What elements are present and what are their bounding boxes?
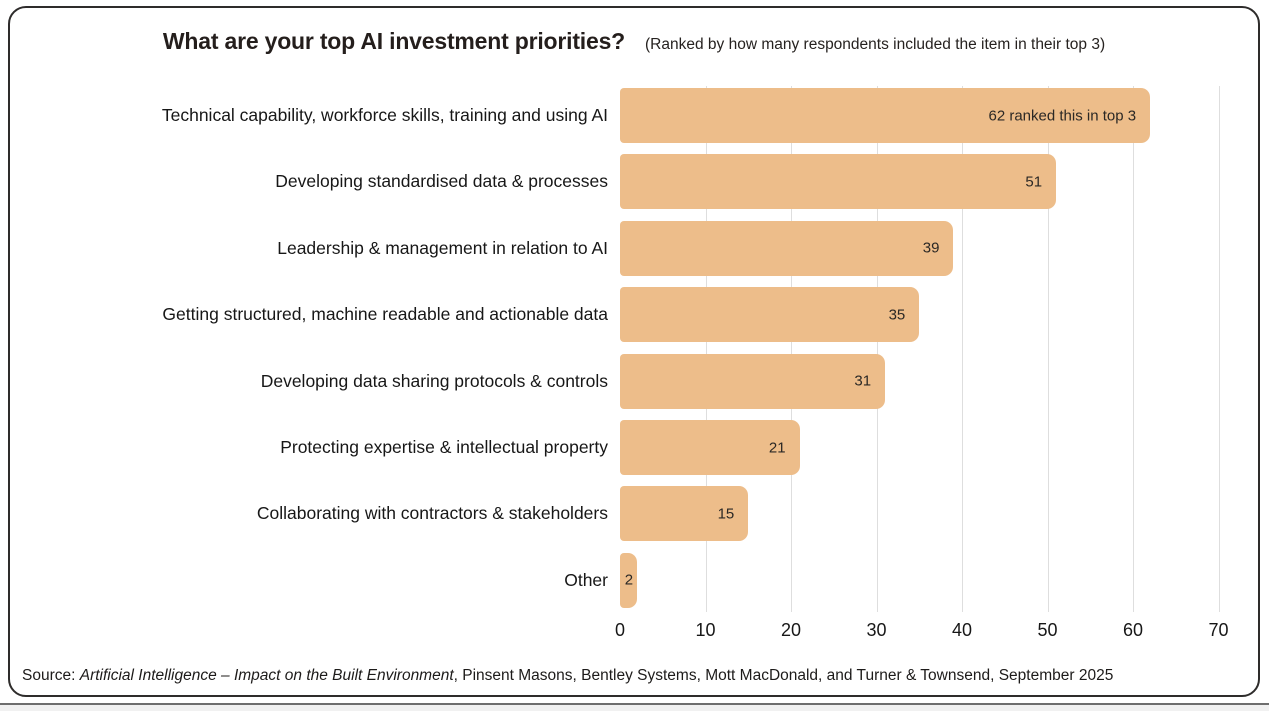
- source-prefix: Source:: [22, 667, 80, 684]
- bar: 39: [620, 220, 954, 276]
- bar-value-label: 35: [888, 306, 906, 324]
- bar: 15: [620, 486, 749, 542]
- category-label: Developing standardised data & processes: [275, 171, 608, 192]
- category-label: Collaborating with contractors & stakeho…: [256, 503, 608, 524]
- chart-row: Other 2: [10, 552, 1258, 608]
- x-axis-tick-label: 70: [1208, 620, 1229, 640]
- gridline: [1218, 86, 1220, 612]
- category-label: Technical capability, workforce skills, …: [161, 105, 608, 125]
- x-axis-tick-label: 30: [866, 620, 887, 640]
- bar-chart: Technical capability, workforce skills, …: [10, 8, 1258, 695]
- bottom-divider: [0, 703, 1269, 711]
- bar: 31: [620, 353, 886, 409]
- chart-row: Getting structured, machine readable and…: [10, 287, 1258, 343]
- category-label: Other: [564, 569, 608, 590]
- category-label: Leadership & management in relation to A…: [277, 237, 608, 258]
- x-axis: 0 10 20 30 40 50 60 70: [10, 620, 1258, 646]
- source-report-title: Artificial Intelligence – Impact on the …: [79, 667, 454, 684]
- x-axis-tick-label: 20: [780, 620, 802, 640]
- source-note: Source: Artificial Intelligence – Impact…: [22, 667, 1113, 685]
- gridline: [791, 86, 792, 612]
- bar: 2: [620, 552, 638, 608]
- category-label: Getting structured, machine readable and…: [162, 304, 608, 325]
- gridline: [1047, 86, 1049, 612]
- x-axis-tick-label: 10: [695, 620, 716, 640]
- chart-card: What are your top AI investment prioriti…: [8, 6, 1260, 697]
- page-subtitle: (Ranked by how many respondents included…: [645, 36, 1106, 53]
- x-axis-tick-label: 40: [951, 620, 973, 640]
- bar: 35: [620, 287, 920, 343]
- x-axis-tick-label: 50: [1037, 620, 1058, 640]
- category-label: Protecting expertise & intellectual prop…: [280, 437, 608, 457]
- chart-row: Technical capability, workforce skills, …: [10, 88, 1258, 143]
- bar-value-label: 2: [624, 571, 634, 589]
- gridline: [1133, 86, 1134, 612]
- bar-value-label: 15: [717, 505, 735, 523]
- page-title: What are your top AI investment prioriti…: [162, 28, 626, 54]
- chart-row: Leadership & management in relation to A…: [10, 220, 1258, 276]
- gridline: [962, 86, 963, 612]
- category-label: Developing data sharing protocols & cont…: [260, 370, 608, 391]
- bar: 62 ranked this in top 3: [620, 88, 1151, 143]
- chart-header: What are your top AI investment prioriti…: [10, 28, 1258, 55]
- bar: 21: [620, 420, 800, 475]
- bar-value-label: 39: [922, 239, 940, 257]
- chart-row: Protecting expertise & intellectual prop…: [10, 420, 1258, 475]
- chart-row: Collaborating with contractors & stakeho…: [10, 486, 1258, 542]
- chart-row: Developing standardised data & processes…: [10, 154, 1258, 210]
- bar-value-label: 62 ranked this in top 3: [988, 107, 1137, 124]
- chart-row: Developing data sharing protocols & cont…: [10, 353, 1258, 409]
- bar-value-label: 21: [768, 439, 786, 456]
- x-axis-tick-label: 0: [614, 620, 625, 640]
- bar-value-label: 51: [1025, 173, 1043, 191]
- source-rest: , Pinsent Masons, Bentley Systems, Mott …: [453, 667, 1114, 684]
- gridline: [705, 86, 707, 612]
- x-axis-tick-label: 60: [1122, 620, 1144, 640]
- bar-value-label: 31: [854, 372, 872, 390]
- bar: 51: [620, 154, 1057, 210]
- gridline: [876, 86, 878, 612]
